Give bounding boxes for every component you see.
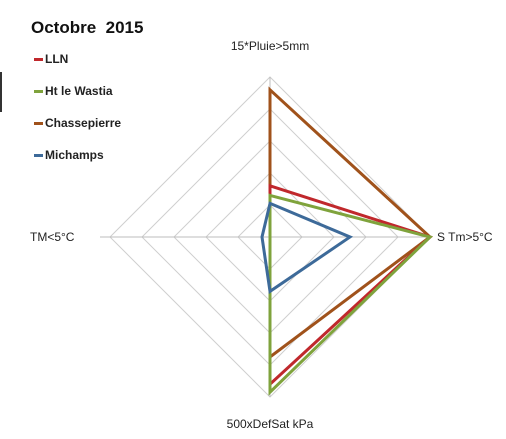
left-edge-marker: [0, 72, 2, 112]
legend-swatch: [34, 89, 43, 93]
legend-swatch: [34, 121, 43, 125]
series-line-ht-le-wastia: [268, 193, 433, 396]
axis-label: 15*Pluie>5mm: [231, 39, 309, 53]
legend-swatch: [34, 153, 43, 157]
legend-label: Chassepierre: [45, 116, 122, 130]
axis-labels: 15*Pluie>5mm S Tm>5°C 500xDefSat kPa TM<5°C: [30, 39, 493, 431]
legend-item: Michamps: [34, 147, 121, 163]
legend-item: LLN: [34, 51, 121, 67]
legend-label: Michamps: [45, 148, 104, 162]
legend-label: LLN: [45, 52, 69, 66]
radar-grid: [100, 76, 431, 398]
axis-label: 500xDefSat kPa: [227, 417, 314, 431]
legend-item: Ht le Wastia: [34, 83, 121, 99]
legend-swatch: [34, 57, 43, 61]
radar-series-layer: [260, 86, 433, 396]
chart-title: Octobre 2015: [31, 18, 144, 37]
legend-label: Ht le Wastia: [45, 84, 113, 98]
legend-item: Chassepierre: [34, 115, 121, 131]
axis-label: S Tm>5°C: [437, 230, 493, 244]
series-line-michamps: [260, 201, 354, 294]
chart-legend: LLN Ht le Wastia Chassepierre Michamps: [34, 51, 121, 179]
axis-label: TM<5°C: [30, 230, 75, 244]
